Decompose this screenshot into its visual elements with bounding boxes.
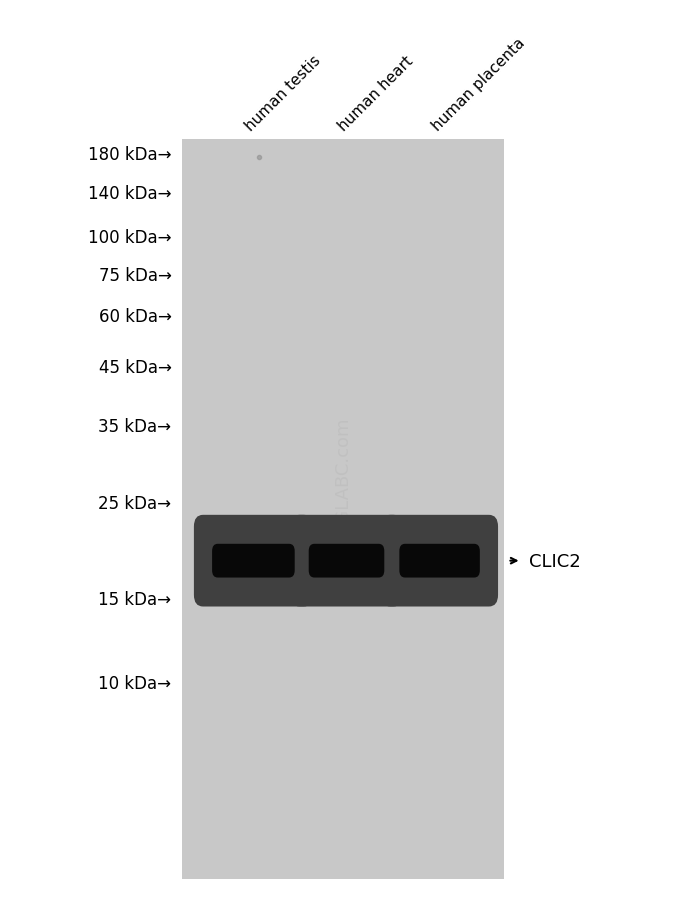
Text: human heart: human heart [336,53,416,133]
FancyBboxPatch shape [290,515,402,607]
Text: 15 kDa→: 15 kDa→ [99,591,172,609]
Text: www.PTGLABC.com: www.PTGLABC.com [334,418,352,593]
Text: 10 kDa→: 10 kDa→ [99,674,172,692]
Text: 60 kDa→: 60 kDa→ [99,308,172,326]
Text: human testis: human testis [243,52,324,133]
Text: 25 kDa→: 25 kDa→ [99,494,172,512]
Text: 100 kDa→: 100 kDa→ [88,229,172,247]
FancyBboxPatch shape [204,529,303,593]
Text: 180 kDa→: 180 kDa→ [88,146,172,164]
Text: CLIC2: CLIC2 [528,552,580,570]
Text: 45 kDa→: 45 kDa→ [99,359,172,377]
FancyBboxPatch shape [391,529,489,593]
Bar [182,140,504,879]
FancyBboxPatch shape [212,544,295,578]
Text: 75 kDa→: 75 kDa→ [99,267,172,285]
Text: 35 kDa→: 35 kDa→ [99,418,172,436]
FancyBboxPatch shape [300,529,393,593]
FancyBboxPatch shape [194,515,313,607]
Text: 140 kDa→: 140 kDa→ [88,185,172,203]
FancyBboxPatch shape [399,544,480,578]
FancyBboxPatch shape [381,515,498,607]
Text: human placenta: human placenta [429,35,528,133]
FancyBboxPatch shape [309,544,384,578]
